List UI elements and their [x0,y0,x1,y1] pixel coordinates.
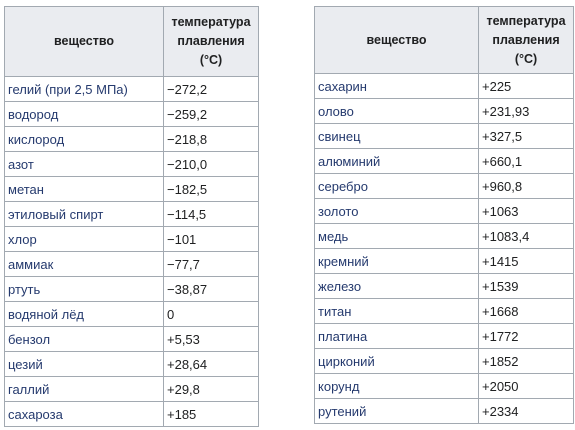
melting-point-value: +1063 [478,198,574,224]
substance-link[interactable]: сахароза [4,401,164,427]
substance-link[interactable]: титан [314,298,479,324]
table-row: свинец +327,5 [314,123,574,149]
table-row: ртуть −38,87 [4,276,259,302]
table-row: рутений +2334 [314,398,574,424]
table-row: аммиак −77,7 [4,251,259,277]
melting-point-value: +231,93 [478,98,574,124]
melting-point-value: −38,87 [163,276,259,302]
table-header-row: вещество температура плавления (°C) [314,6,574,74]
header-substance: вещество [4,6,164,77]
table-row: цезий +28,64 [4,351,259,377]
melting-point-value: −77,7 [163,251,259,277]
substance-link[interactable]: гелий (при 2,5 МПа) [4,76,164,102]
table-row: хлор −101 [4,226,259,252]
substance-link[interactable]: водород [4,101,164,127]
substance-link[interactable]: кислород [4,126,164,152]
table-row: водяной лёд 0 [4,301,259,327]
melting-point-value: +5,53 [163,326,259,352]
substance-link[interactable]: азот [4,151,164,177]
melting-point-value: +1539 [478,273,574,299]
melting-point-value: +2334 [478,398,574,424]
substance-link[interactable]: корунд [314,373,479,399]
substance-link[interactable]: алюминий [314,148,479,174]
melting-points-table-left: вещество температура плавления (°C) гели… [4,6,259,427]
substance-link[interactable]: аммиак [4,251,164,277]
table-row: цирконий +1852 [314,348,574,374]
substance-link[interactable]: сахарин [314,73,479,99]
table-row: серебро +960,8 [314,173,574,199]
melting-point-value: +660,1 [478,148,574,174]
table-row: железо +1539 [314,273,574,299]
melting-point-value: −210,0 [163,151,259,177]
substance-link[interactable]: галлий [4,376,164,402]
substance-link[interactable]: метан [4,176,164,202]
melting-point-value: +225 [478,73,574,99]
melting-point-value: +28,64 [163,351,259,377]
table-row: азот −210,0 [4,151,259,177]
melting-point-value: +960,8 [478,173,574,199]
table-row: сахарин +225 [314,73,574,99]
melting-points-table-right: вещество температура плавления (°C) саха… [314,6,574,424]
substance-link[interactable]: бензол [4,326,164,352]
substance-link[interactable]: железо [314,273,479,299]
melting-point-value: +1668 [478,298,574,324]
table-row: этиловый спирт −114,5 [4,201,259,227]
substance-link[interactable]: цирконий [314,348,479,374]
table-row: алюминий +660,1 [314,148,574,174]
table-row: метан −182,5 [4,176,259,202]
melting-point-value: 0 [163,301,259,327]
table-row: кремний +1415 [314,248,574,274]
table-row: олово +231,93 [314,98,574,124]
substance-link[interactable]: кремний [314,248,479,274]
table-row: медь +1083,4 [314,223,574,249]
melting-point-value: −101 [163,226,259,252]
table-header-row: вещество температура плавления (°C) [4,6,259,77]
substance-link[interactable]: водяной лёд [4,301,164,327]
melting-point-value: −182,5 [163,176,259,202]
substance-link[interactable]: рутений [314,398,479,424]
header-melting-temp: температура плавления (°C) [478,6,574,74]
table-row: водород −259,2 [4,101,259,127]
melting-point-value: +2050 [478,373,574,399]
table-row: корунд +2050 [314,373,574,399]
substance-link[interactable]: серебро [314,173,479,199]
melting-point-value: +327,5 [478,123,574,149]
substance-link[interactable]: этиловый спирт [4,201,164,227]
table-row: титан +1668 [314,298,574,324]
melting-point-value: −218,8 [163,126,259,152]
header-substance: вещество [314,6,479,74]
substance-link[interactable]: платина [314,323,479,349]
table-row: бензол +5,53 [4,326,259,352]
substance-link[interactable]: ртуть [4,276,164,302]
table-row: гелий (при 2,5 МПа) −272,2 [4,76,259,102]
substance-link[interactable]: хлор [4,226,164,252]
melting-point-value: +1083,4 [478,223,574,249]
substance-link[interactable]: цезий [4,351,164,377]
substance-link[interactable]: свинец [314,123,479,149]
melting-point-value: +1415 [478,248,574,274]
table-row: золото +1063 [314,198,574,224]
melting-point-value: +1772 [478,323,574,349]
melting-point-value: −272,2 [163,76,259,102]
substance-link[interactable]: медь [314,223,479,249]
melting-point-value: +185 [163,401,259,427]
melting-point-value: +29,8 [163,376,259,402]
header-melting-temp: температура плавления (°C) [163,6,259,77]
melting-point-value: −114,5 [163,201,259,227]
table-row: платина +1772 [314,323,574,349]
melting-point-value: −259,2 [163,101,259,127]
substance-link[interactable]: олово [314,98,479,124]
melting-point-value: +1852 [478,348,574,374]
table-row: кислород −218,8 [4,126,259,152]
substance-link[interactable]: золото [314,198,479,224]
table-row: сахароза +185 [4,401,259,427]
table-row: галлий +29,8 [4,376,259,402]
